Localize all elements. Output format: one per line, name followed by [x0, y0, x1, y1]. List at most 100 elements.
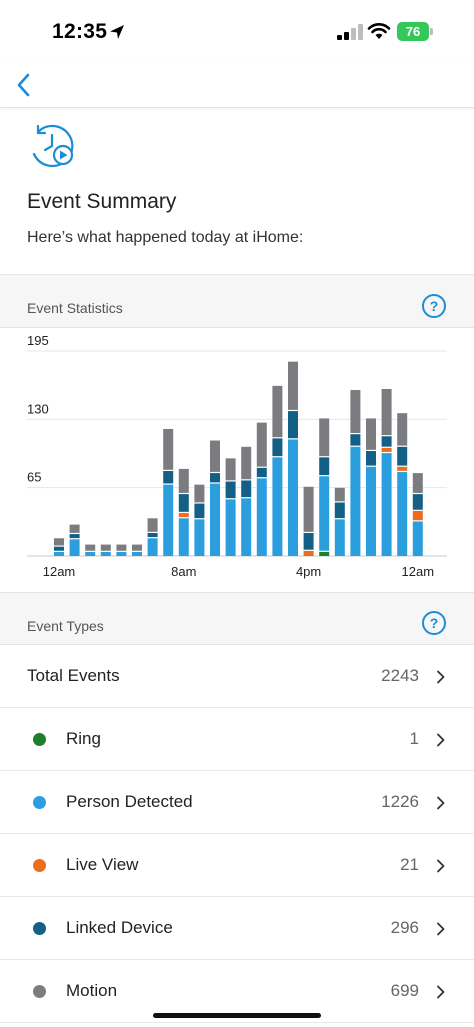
bar-person-detected-21: [381, 453, 392, 556]
bar-motion-10: [210, 440, 220, 472]
location-arrow-icon: [110, 25, 124, 39]
cellular-signal-icon: [337, 24, 363, 40]
bar-linked-device-12: [241, 480, 252, 498]
wifi-icon: [367, 23, 391, 39]
x-tick-label: 12am: [402, 564, 435, 579]
bar-linked-device-18: [334, 502, 345, 519]
bar-live-view-21: [381, 447, 392, 452]
nav-bar: [0, 62, 474, 108]
event-types-label: Event Types: [27, 618, 104, 634]
bar-person-detected-13: [256, 478, 267, 556]
bar-motion-9: [194, 484, 205, 503]
x-tick-label: 12am: [43, 564, 76, 579]
x-tick-label: 8am: [171, 564, 196, 579]
bar-person-detected-19: [350, 446, 361, 556]
person-detected-count: 1226: [381, 792, 419, 811]
bar-linked-device-22: [397, 446, 408, 466]
bar-live-view-8: [178, 513, 189, 518]
bar-linked-device-17: [319, 457, 330, 476]
live-view-label: Live View: [66, 855, 139, 874]
page-subtitle: Here’s what happened today at iHome:: [27, 229, 304, 246]
home-indicator: [153, 1013, 321, 1018]
bar-motion-16: [303, 486, 314, 532]
bar-linked-device-10: [210, 473, 220, 483]
motion-dot: [33, 985, 46, 998]
bar-motion-19: [350, 390, 361, 433]
event-statistics-header: Event Statistics ?: [0, 274, 474, 328]
linked-device-dot: [33, 922, 46, 935]
bar-linked-device-16: [303, 533, 314, 550]
chevron-right-icon: [437, 922, 445, 936]
bar-motion-12: [241, 446, 252, 480]
row-linked-device[interactable]: Linked Device 296: [0, 897, 474, 960]
linked-device-label: Linked Device: [66, 918, 173, 937]
bar-motion-0: [54, 538, 64, 546]
bar-motion-15: [288, 361, 298, 410]
bar-person-detected-2: [85, 551, 96, 556]
bar-linked-device-20: [366, 451, 376, 466]
bar-person-detected-23: [412, 521, 423, 556]
y-tick-label: 195: [27, 333, 49, 348]
ring-label: Ring: [66, 729, 101, 748]
bar-linked-device-21: [381, 436, 392, 447]
bar-linked-device-9: [194, 503, 205, 519]
y-tick-label: 65: [27, 470, 41, 485]
statistics-help-icon[interactable]: ?: [422, 294, 446, 318]
bar-motion-1: [69, 524, 80, 533]
total-events-count: 2243: [381, 666, 419, 685]
chevron-right-icon: [437, 985, 445, 999]
bar-person-detected-10: [210, 483, 220, 556]
bar-motion-20: [366, 418, 376, 450]
person-detected-dot: [33, 796, 46, 809]
battery-level: 76: [397, 22, 429, 41]
bar-person-detected-18: [334, 519, 345, 556]
row-person-detected[interactable]: Person Detected 1226: [0, 771, 474, 834]
x-tick-label: 4pm: [296, 564, 321, 579]
motion-count: 699: [390, 981, 419, 1000]
bar-person-detected-12: [241, 498, 252, 556]
bar-linked-device-15: [288, 411, 298, 439]
bar-motion-18: [334, 487, 345, 502]
bar-linked-device-19: [350, 434, 361, 446]
chevron-right-icon: [437, 733, 445, 747]
bar-motion-2: [85, 544, 96, 551]
bar-person-detected-17: [319, 476, 330, 551]
person-detected-label: Person Detected: [66, 792, 193, 811]
row-ring[interactable]: Ring 1: [0, 708, 474, 771]
bar-linked-device-23: [412, 494, 423, 510]
types-help-icon[interactable]: ?: [422, 611, 446, 635]
bar-motion-17: [319, 418, 330, 457]
row-total-events[interactable]: Total Events 2243: [0, 645, 474, 708]
bar-person-detected-4: [116, 551, 127, 556]
bar-person-detected-22: [397, 472, 408, 556]
bar-motion-21: [381, 388, 392, 436]
linked-device-count: 296: [390, 918, 419, 937]
bar-ring-17: [319, 551, 330, 556]
battery-cap: [430, 28, 433, 35]
chevron-right-icon: [437, 859, 445, 873]
bar-linked-device-6: [147, 533, 158, 538]
bar-person-detected-8: [178, 518, 189, 556]
bar-motion-5: [132, 544, 142, 551]
bar-live-view-22: [397, 466, 408, 471]
bar-linked-device-0: [54, 546, 64, 551]
event-types-header: Event Types ?: [0, 592, 474, 645]
bar-person-detected-15: [288, 439, 298, 556]
row-motion[interactable]: Motion 699: [0, 960, 474, 1023]
row-live-view[interactable]: Live View 21: [0, 834, 474, 897]
bar-live-view-23: [412, 510, 423, 521]
bar-motion-22: [397, 413, 408, 446]
bar-linked-device-7: [163, 470, 174, 484]
chevron-right-icon: [437, 670, 445, 684]
motion-label: Motion: [66, 981, 118, 1000]
event-statistics-label: Event Statistics: [27, 300, 123, 316]
bar-motion-13: [256, 422, 267, 467]
page-title: Event Summary: [27, 190, 177, 213]
bar-person-detected-14: [272, 457, 283, 556]
bar-person-detected-6: [147, 538, 158, 556]
bar-linked-device-14: [272, 438, 283, 457]
back-chevron-icon[interactable]: [10, 68, 44, 102]
chevron-right-icon: [437, 796, 445, 810]
bar-motion-7: [163, 428, 174, 470]
bar-motion-23: [412, 473, 423, 493]
